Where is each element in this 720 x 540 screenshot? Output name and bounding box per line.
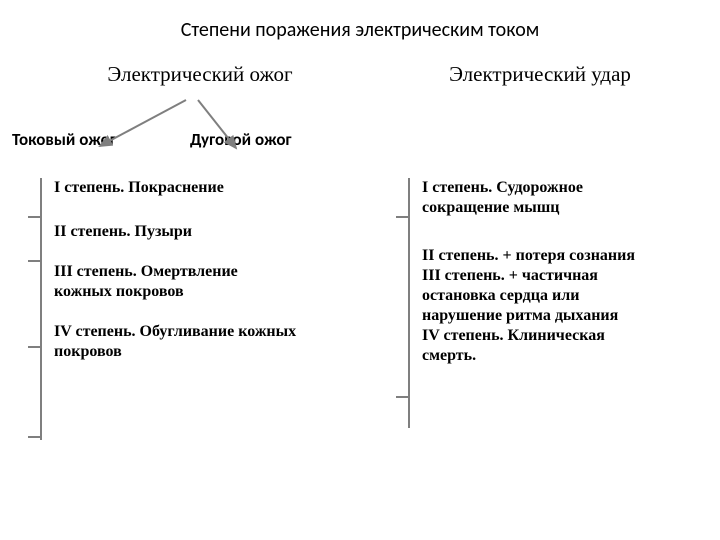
tick-icon	[396, 396, 408, 398]
page-title: Степени поражения электрическим током	[0, 0, 720, 50]
left-vertical-line	[40, 178, 42, 440]
tick-icon	[396, 216, 408, 218]
subtypes-row: Токовый ожог Дуговой ожог	[0, 129, 720, 150]
right-item-2: II степень. + потеря сознания III степен…	[422, 246, 662, 366]
subtitle-row: Электрический ожог Электрический удар	[0, 62, 720, 87]
content-area: I степень. Покраснение II степень. Пузыр…	[0, 178, 720, 388]
right-vertical-line	[408, 178, 410, 428]
left-item-1: I степень. Покраснение	[54, 178, 224, 198]
right-column: I степень. Судорожное сокращение мышц II…	[360, 178, 700, 388]
left-column: I степень. Покраснение II степень. Пузыр…	[0, 178, 360, 388]
subtype-current-burn: Токовый ожог	[12, 129, 172, 150]
subtitle-burn: Электрический ожог	[40, 62, 360, 87]
tick-icon	[28, 260, 40, 262]
left-item-4: IV степень. Обугливание кожных покровов	[54, 322, 304, 362]
tick-icon	[28, 346, 40, 348]
right-item-1: I степень. Судорожное сокращение мышц	[422, 178, 652, 218]
tick-icon	[28, 436, 40, 438]
subtype-arc-burn: Дуговой ожог	[172, 129, 292, 150]
left-item-2: II степень. Пузыри	[54, 222, 274, 242]
subtitle-shock: Электрический удар	[400, 62, 680, 87]
tick-icon	[28, 216, 40, 218]
left-item-3: III степень. Омертвление кожных покровов	[54, 262, 274, 302]
